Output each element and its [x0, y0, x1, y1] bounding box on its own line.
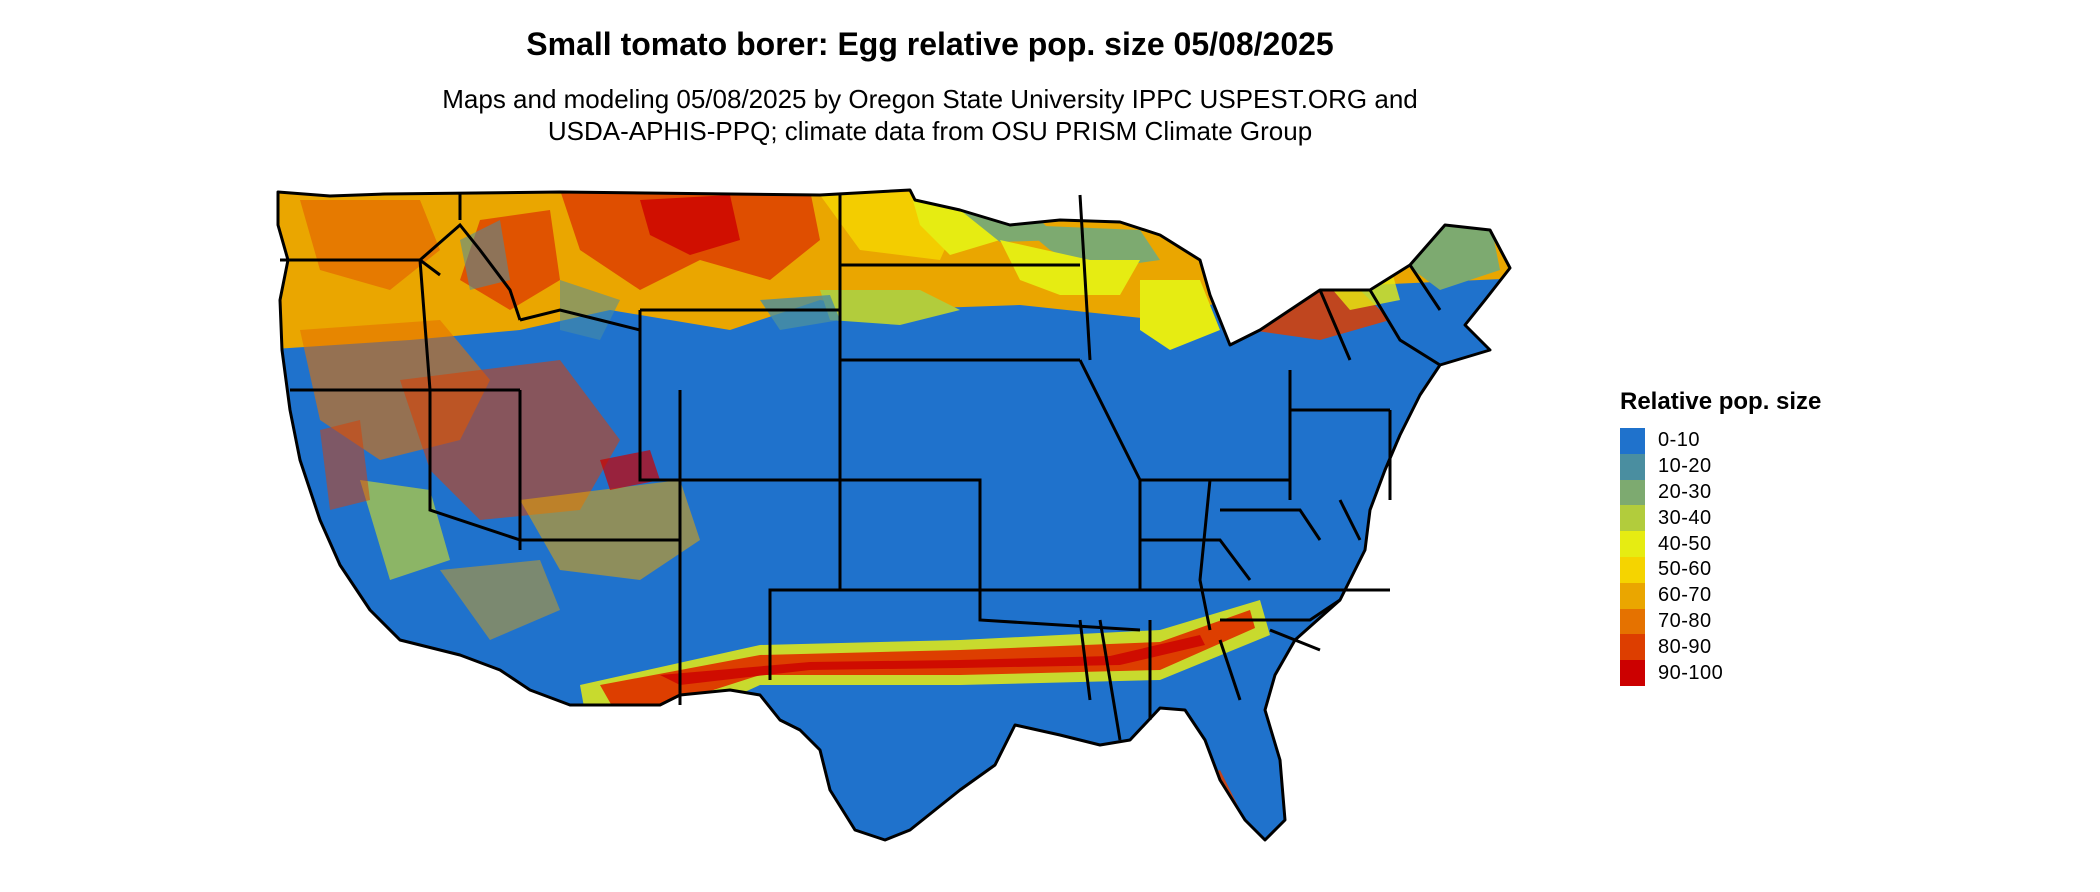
- state-borders: [280, 192, 1442, 741]
- legend-swatch: [1620, 660, 1645, 686]
- us-map: [260, 180, 1590, 880]
- legend-swatch: [1620, 453, 1645, 480]
- legend-label: 80-90: [1658, 635, 1712, 658]
- legend-item: 20-30: [1620, 479, 1821, 506]
- legend: Relative pop. size 0-10 10-20 20-30 30-40 40…: [1620, 388, 1821, 686]
- western-mountain-zone: [300, 220, 700, 640]
- legend-swatch: [1620, 582, 1645, 609]
- legend-swatch: [1620, 479, 1645, 506]
- legend-item: 10-20: [1620, 453, 1821, 480]
- legend-item: 70-80: [1620, 608, 1821, 635]
- legend-label: 10-20: [1658, 455, 1712, 478]
- legend-item: 60-70: [1620, 582, 1821, 609]
- map-subtitle-line-2: USDA-APHIS-PPQ; climate data from OSU PR…: [547, 116, 1313, 146]
- legend-item: 80-90: [1620, 634, 1821, 661]
- legend-label: 40-50: [1658, 532, 1712, 555]
- us-outline: [276, 188, 1512, 842]
- legend-swatch: [1620, 531, 1645, 557]
- legend-item: 50-60: [1620, 556, 1821, 583]
- map-title: Small tomato borer: Egg relative pop. si…: [526, 26, 1334, 62]
- legend-swatch: [1620, 428, 1645, 454]
- legend-label: 60-70: [1658, 584, 1712, 607]
- legend-item: 40-50: [1620, 531, 1821, 557]
- legend-swatch: [1620, 634, 1645, 661]
- legend-item: 90-100: [1620, 660, 1821, 686]
- legend-title: Relative pop. size: [1620, 388, 1822, 415]
- legend-label: 30-40: [1658, 506, 1712, 529]
- us-land-base: [278, 190, 1510, 840]
- legend-swatch: [1620, 505, 1645, 532]
- legend-swatch: [1620, 556, 1645, 583]
- legend-swatch: [1620, 608, 1645, 635]
- legend-label: 0-10: [1658, 429, 1701, 452]
- legend-label: 70-80: [1658, 609, 1712, 632]
- legend-item: 30-40: [1620, 505, 1821, 532]
- legend-items: 0-10 10-20 20-30 30-40 40-50 50-60 60-70 70-80 8…: [1620, 428, 1821, 686]
- legend-label: 20-30: [1658, 480, 1712, 503]
- map-subtitle-line-1: Maps and modeling 05/08/2025 by Oregon S…: [442, 84, 1418, 114]
- legend-item: 0-10: [1620, 428, 1821, 454]
- legend-label: 90-100: [1658, 661, 1724, 684]
- legend-label: 50-60: [1658, 558, 1712, 581]
